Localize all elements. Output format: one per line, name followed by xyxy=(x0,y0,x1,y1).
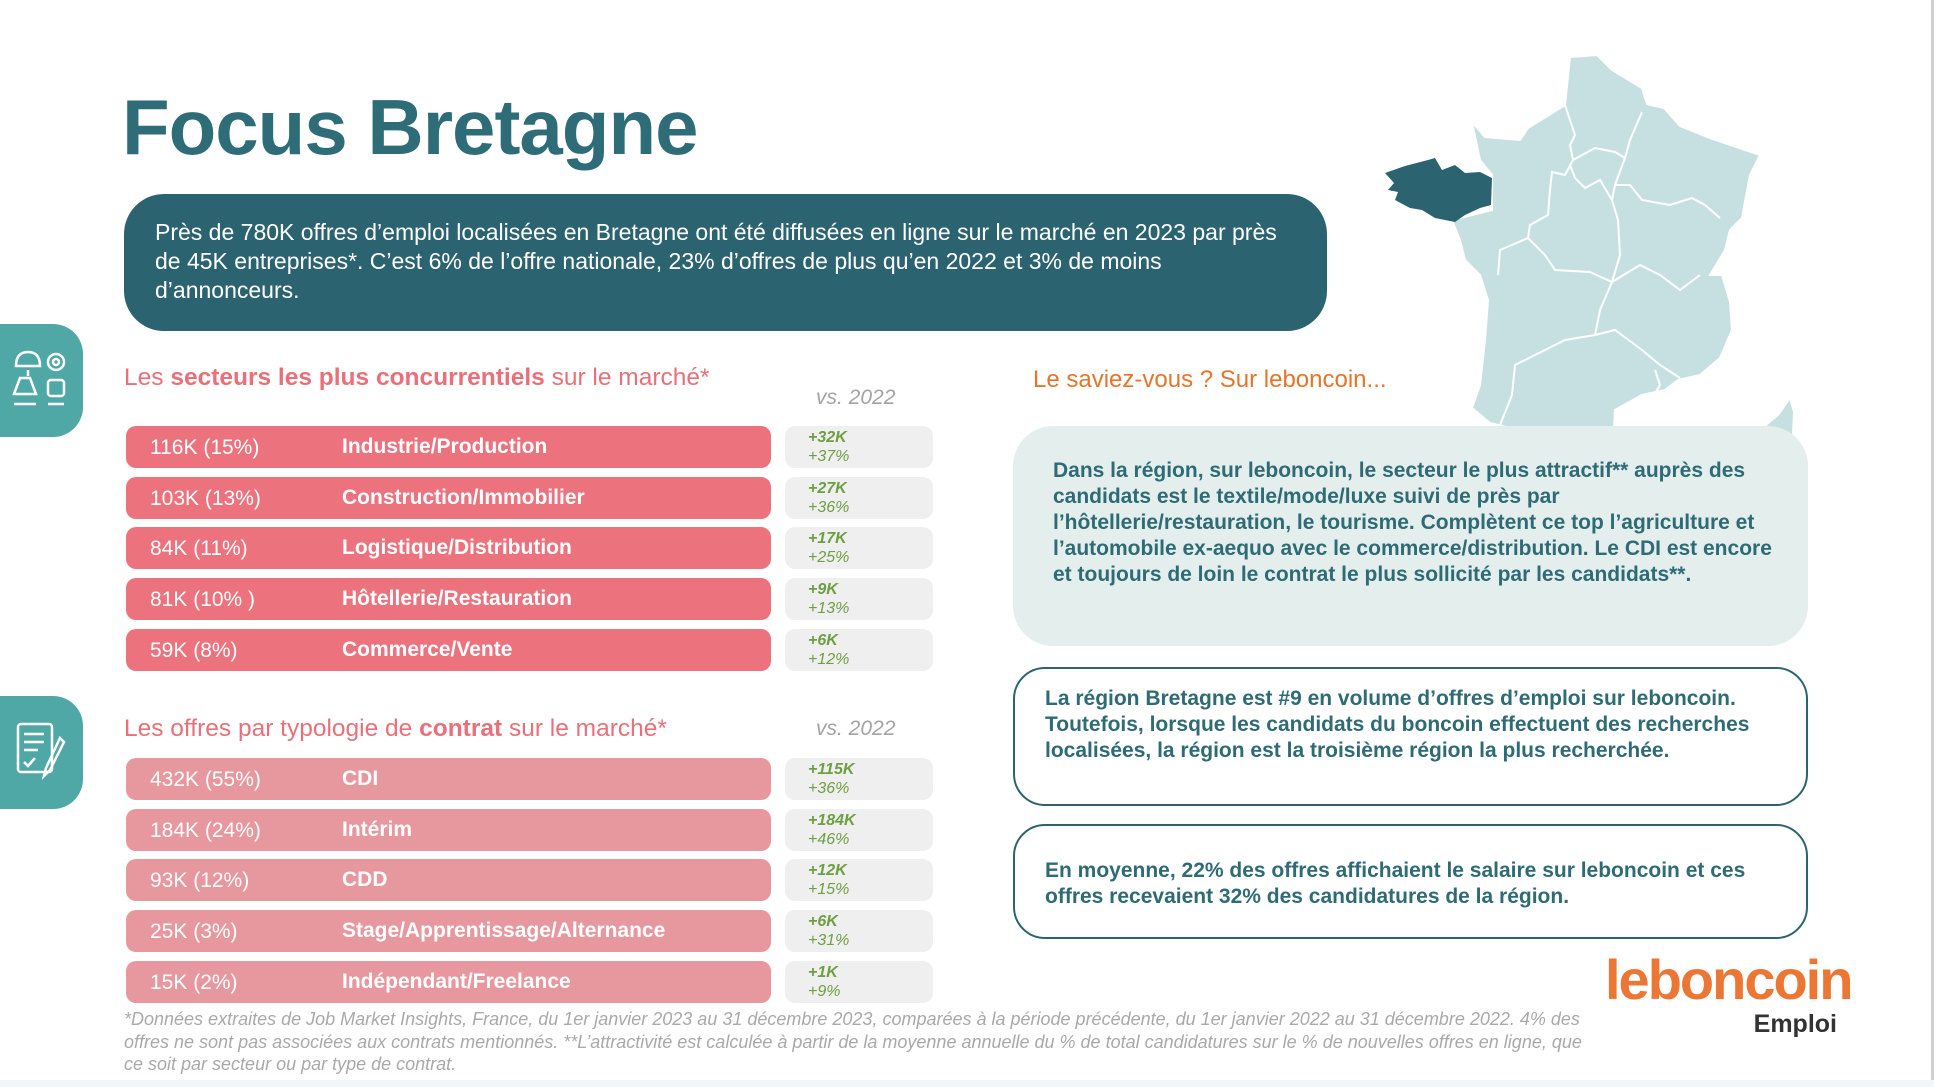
row-label: Commerce/Vente xyxy=(342,637,513,661)
delta-volume: +9K xyxy=(808,581,838,599)
page-edge-divider xyxy=(1931,0,1934,1087)
row-value: 103K (13%) xyxy=(150,486,261,510)
sectors-heading: Les secteurs les plus concurrentiels sur… xyxy=(124,364,710,391)
map-region-borders xyxy=(1497,104,1721,426)
row-value: 93K (12%) xyxy=(150,869,250,893)
france-map xyxy=(1385,53,1796,460)
intro-banner: Près de 780K offres d’emploi localisées … xyxy=(124,194,1327,331)
delta-percent: +36% xyxy=(808,780,850,797)
map-france-regions xyxy=(1450,53,1762,452)
row-label: Stage/Apprentissage/Alternance xyxy=(342,919,666,943)
row-label: CDD xyxy=(342,868,388,892)
delta-percent: +25% xyxy=(808,549,850,567)
contracts-delta: +6K +31% xyxy=(785,910,933,953)
sectors-row: 84K (11%) Logistique/Distribution xyxy=(126,527,771,570)
logo-sub: Emploi xyxy=(1753,1010,1837,1038)
delta-percent: +36% xyxy=(808,498,850,516)
delta-percent: +37% xyxy=(808,448,850,465)
sectors-row: 116K (15%) Industrie/Production xyxy=(126,426,771,468)
sectors-delta: +9K +13% xyxy=(785,578,933,621)
row-value: 25K (3%) xyxy=(150,920,238,944)
contracts-heading: Les offres par typologie de contrat sur … xyxy=(124,715,667,742)
delta-volume: +27K xyxy=(808,479,847,497)
insight-box-attractive-sector: Dans la région, sur leboncoin, le secteu… xyxy=(1013,426,1808,646)
delta-volume: +1K xyxy=(808,963,838,981)
delta-volume: +115K xyxy=(808,761,855,778)
sectors-row: 59K (8%) Commerce/Vente xyxy=(126,628,771,671)
contracts-row: 15K (2%) Indépendant/Freelance xyxy=(126,960,771,1003)
delta-percent: +46% xyxy=(808,830,850,848)
row-value: 84K (11%) xyxy=(150,537,248,561)
know-heading: Le saviez-vous ? Sur leboncoin... xyxy=(1033,366,1387,393)
row-value: 81K (10% ) xyxy=(150,588,256,612)
contracts-row: 432K (55%) CDI xyxy=(126,758,771,800)
delta-volume: +12K xyxy=(808,862,847,880)
row-label: Construction/Immobilier xyxy=(342,485,585,509)
row-label: Industrie/Production xyxy=(342,435,548,458)
contract-tab xyxy=(0,696,83,809)
insight-box-region-rank: La région Bretagne est #9 en volume d’of… xyxy=(1013,667,1808,806)
contracts-row: 93K (12%) CDD xyxy=(126,859,771,902)
sectors-delta: +17K +25% xyxy=(785,527,933,570)
contracts-vs-label: vs. 2022 xyxy=(816,717,896,740)
delta-percent: +9% xyxy=(808,982,841,1000)
industry-workers-icon xyxy=(12,350,66,406)
delta-volume: +6K xyxy=(808,913,838,931)
page-title: Focus Bretagne xyxy=(122,83,698,171)
contracts-row: 25K (3%) Stage/Apprentissage/Alternance xyxy=(126,910,771,953)
sectors-delta: +6K +12% xyxy=(785,628,933,671)
sectors-vs-label: vs. 2022 xyxy=(816,386,896,409)
sectors-row: 81K (10% ) Hôtellerie/Restauration xyxy=(126,578,771,621)
contracts-delta: +184K +46% xyxy=(785,808,933,851)
insight-box-salary: En moyenne, 22% des offres affichaient l… xyxy=(1013,824,1808,939)
delta-percent: +15% xyxy=(808,881,850,899)
leboncoin-emploi-logo: leboncoin Emploi xyxy=(1605,948,1853,1039)
contracts-row: 184K (24%) Intérim xyxy=(126,808,771,851)
contracts-delta: +12K +15% xyxy=(785,859,933,902)
delta-volume: +184K xyxy=(808,811,856,829)
row-label: Hôtellerie/Restauration xyxy=(342,587,572,611)
row-label: Logistique/Distribution xyxy=(342,536,572,560)
contracts-delta: +1K +9% xyxy=(785,960,933,1003)
row-label: Indépendant/Freelance xyxy=(342,969,571,993)
sectors-delta: +32K +37% xyxy=(785,426,933,468)
delta-volume: +32K xyxy=(808,429,847,446)
row-value: 184K (24%) xyxy=(150,818,261,842)
logo-brand: leboncoin xyxy=(1605,948,1853,1011)
delta-volume: +17K xyxy=(808,530,847,548)
row-value: 15K (2%) xyxy=(150,970,238,994)
row-value: 59K (8%) xyxy=(150,638,238,662)
contracts-delta: +115K +36% xyxy=(785,758,933,800)
delta-volume: +6K xyxy=(808,631,838,649)
footnote: *Données extraites de Job Market Insight… xyxy=(124,1009,1582,1074)
page-bottom-strip xyxy=(0,1080,1934,1087)
sectors-row: 103K (13%) Construction/Immobilier xyxy=(126,476,771,519)
delta-percent: +13% xyxy=(808,600,850,618)
contract-signature-icon xyxy=(16,722,66,781)
sectors-delta: +27K +36% xyxy=(785,476,933,519)
row-value: 432K (55%) xyxy=(150,768,261,791)
map-region-bretagne xyxy=(1385,158,1492,222)
sector-tab xyxy=(0,324,83,437)
row-value: 116K (15%) xyxy=(150,436,260,459)
delta-percent: +31% xyxy=(808,932,850,950)
row-label: CDI xyxy=(342,767,379,790)
delta-percent: +12% xyxy=(808,650,850,668)
row-label: Intérim xyxy=(342,817,413,841)
